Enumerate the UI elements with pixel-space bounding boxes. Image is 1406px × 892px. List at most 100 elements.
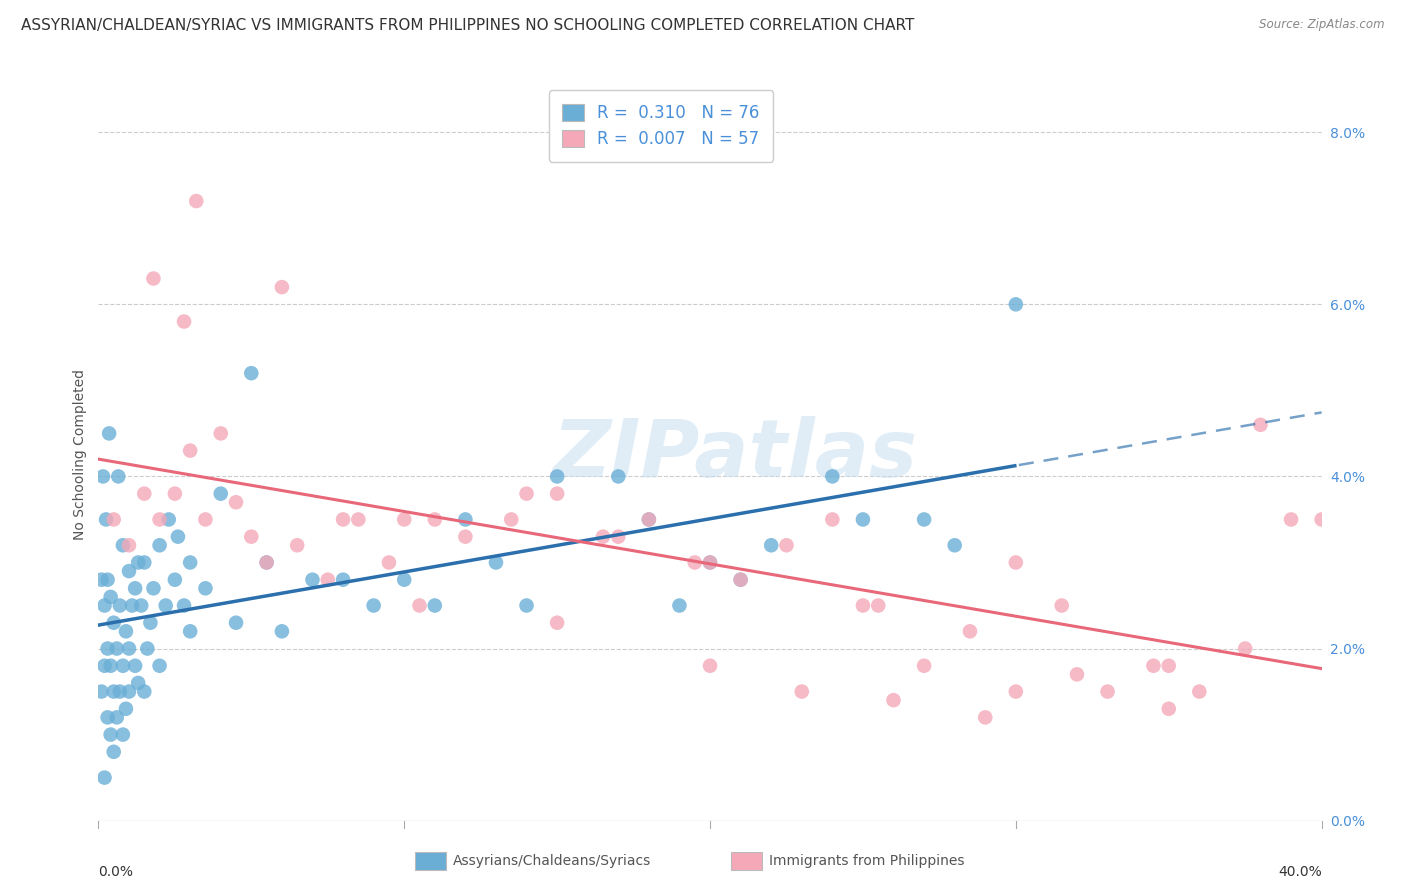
Point	[118, 641, 141, 656]
Point	[136, 641, 159, 656]
Point	[139, 615, 162, 630]
Point	[179, 443, 201, 458]
Point	[94, 512, 117, 526]
Point	[142, 582, 165, 596]
Point	[1234, 641, 1257, 656]
Point	[668, 599, 690, 613]
Point	[173, 599, 195, 613]
Point	[485, 556, 508, 570]
Text: Immigrants from Philippines: Immigrants from Philippines	[769, 854, 965, 868]
Point	[730, 573, 752, 587]
Point	[912, 512, 935, 526]
Point	[118, 564, 141, 578]
Point	[408, 599, 430, 613]
Point	[108, 599, 131, 613]
Point	[100, 658, 122, 673]
Point	[179, 624, 201, 639]
Point	[730, 573, 752, 587]
Point	[423, 599, 446, 613]
Point	[240, 366, 263, 380]
Point	[699, 658, 721, 673]
Point	[301, 573, 323, 587]
Point	[501, 512, 523, 526]
Point	[127, 676, 149, 690]
Point	[868, 599, 890, 613]
Point	[103, 745, 125, 759]
Point	[821, 512, 844, 526]
Point	[392, 573, 416, 587]
Point	[90, 684, 112, 698]
Point	[775, 538, 797, 552]
Point	[638, 512, 661, 526]
Legend: R =  0.310   N = 76, R =  0.007   N = 57: R = 0.310 N = 76, R = 0.007 N = 57	[550, 90, 773, 161]
Point	[124, 582, 146, 596]
Point	[121, 599, 143, 613]
Point	[173, 314, 195, 328]
Point	[93, 771, 115, 785]
Point	[761, 538, 783, 552]
Point	[209, 486, 232, 500]
Point	[454, 512, 477, 526]
Point	[134, 556, 156, 570]
Point	[115, 624, 138, 639]
Point	[270, 624, 294, 639]
Point	[790, 684, 813, 698]
Point	[105, 710, 128, 724]
Point	[134, 486, 156, 500]
Point	[347, 512, 370, 526]
Point	[194, 512, 217, 526]
Point	[105, 641, 128, 656]
Point	[115, 702, 138, 716]
Point	[256, 556, 278, 570]
Point	[332, 573, 354, 587]
Point	[103, 684, 125, 698]
Point	[1142, 658, 1164, 673]
Point	[423, 512, 446, 526]
Text: Source: ZipAtlas.com: Source: ZipAtlas.com	[1260, 18, 1385, 31]
Point	[912, 658, 935, 673]
Point	[1157, 658, 1180, 673]
Point	[167, 530, 190, 544]
Point	[699, 556, 721, 570]
Point	[1097, 684, 1119, 698]
Point	[111, 658, 134, 673]
Point	[127, 556, 149, 570]
Point	[240, 530, 263, 544]
Point	[100, 590, 122, 604]
Point	[149, 512, 172, 526]
Point	[93, 599, 115, 613]
Point	[209, 426, 232, 441]
Point	[97, 641, 120, 656]
Point	[285, 538, 308, 552]
Point	[142, 271, 165, 285]
Point	[157, 512, 180, 526]
Point	[607, 530, 630, 544]
Text: 0.0%: 0.0%	[98, 864, 134, 879]
Point	[959, 624, 981, 639]
Text: ASSYRIAN/CHALDEAN/SYRIAC VS IMMIGRANTS FROM PHILIPPINES NO SCHOOLING COMPLETED C: ASSYRIAN/CHALDEAN/SYRIAC VS IMMIGRANTS F…	[21, 18, 914, 33]
Point	[93, 658, 115, 673]
Point	[124, 658, 146, 673]
Point	[454, 530, 477, 544]
Point	[607, 469, 630, 483]
Point	[852, 599, 875, 613]
Point	[98, 426, 121, 441]
Point	[256, 556, 278, 570]
Point	[103, 615, 125, 630]
Point	[1279, 512, 1302, 526]
Point	[943, 538, 966, 552]
Point	[1004, 684, 1026, 698]
Point	[163, 573, 186, 587]
Point	[852, 512, 875, 526]
Point	[1004, 556, 1026, 570]
Point	[363, 599, 385, 613]
Point	[194, 582, 217, 596]
Point	[149, 658, 172, 673]
Point	[97, 710, 120, 724]
Point	[186, 194, 208, 208]
Point	[90, 573, 112, 587]
Point	[91, 469, 114, 483]
Point	[378, 556, 401, 570]
Point	[149, 538, 172, 552]
Point	[392, 512, 416, 526]
